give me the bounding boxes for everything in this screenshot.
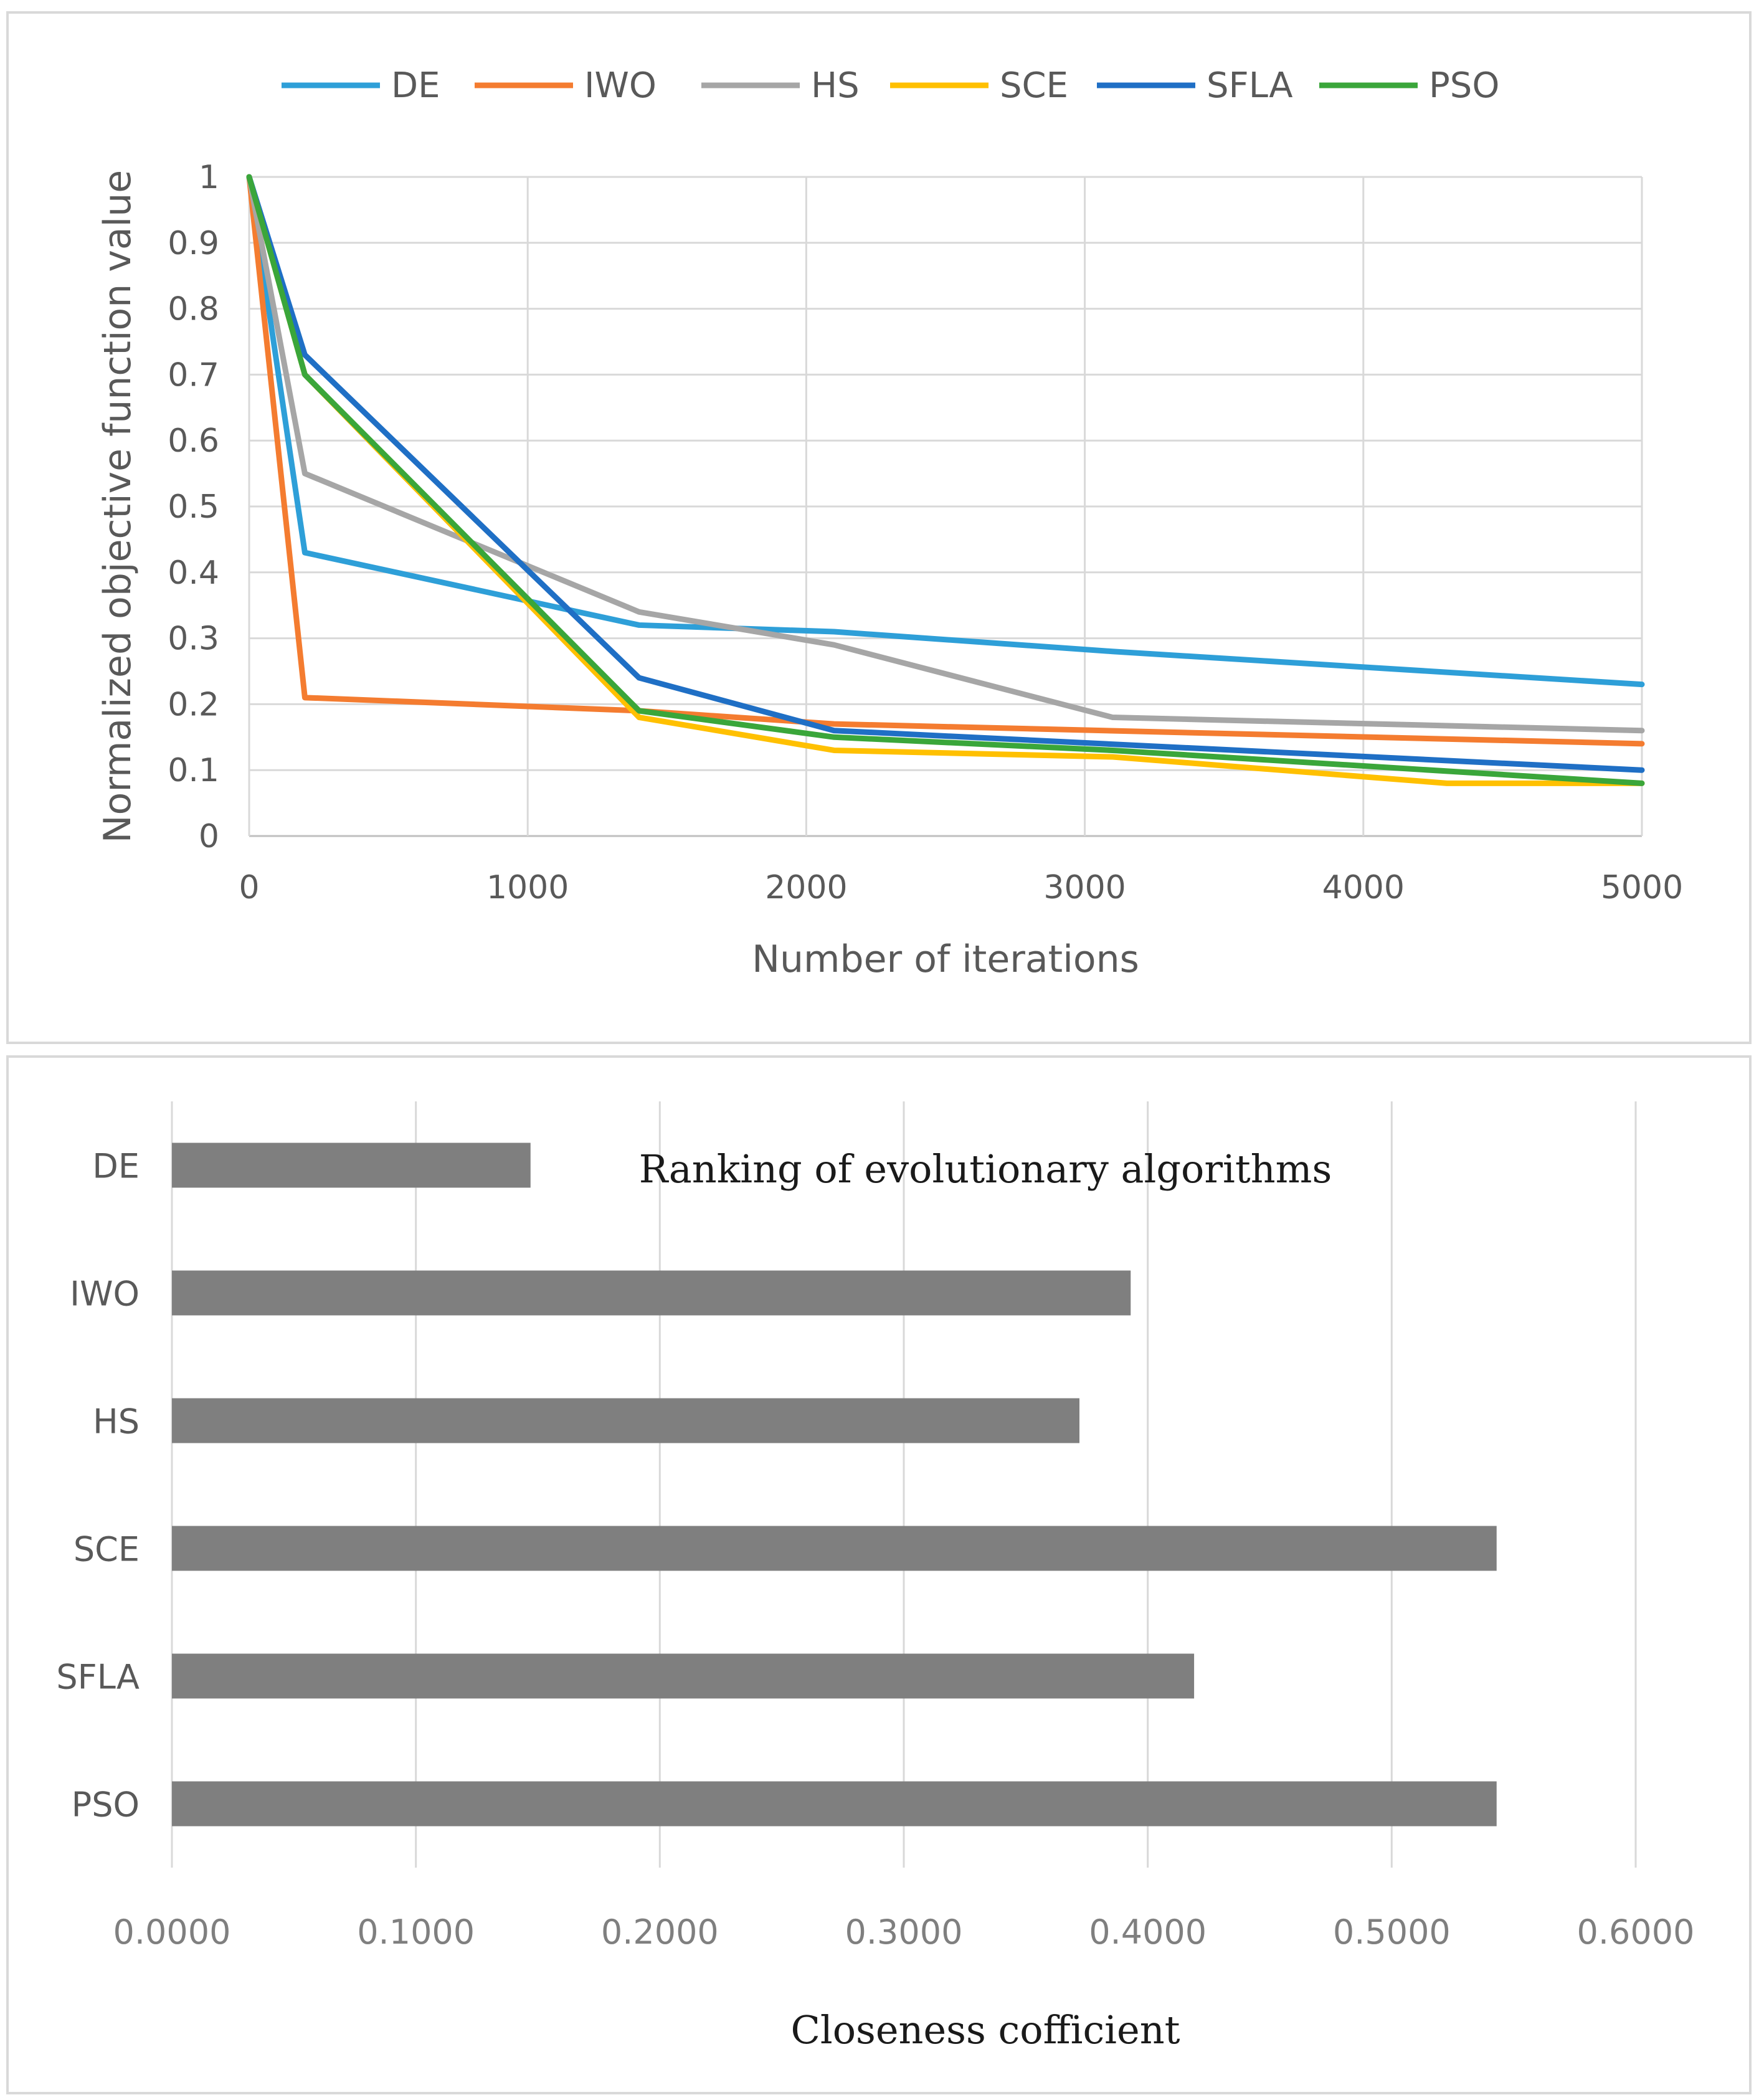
legend-label-sce: SCE (1000, 65, 1068, 106)
legend-label-pso: PSO (1429, 65, 1499, 106)
bar-pso (172, 1781, 1497, 1827)
x-tick-label: 0.2000 (601, 1912, 719, 1952)
y-tick-label: 0.8 (168, 291, 219, 328)
line-chart-panel: 0 0.1 0.2 0.3 0.4 0.5 0.6 0.7 0.8 0.9 1 0 1000 2000 30… (6, 11, 1752, 1044)
series-line-pso (246, 174, 1645, 786)
y-tick-label: 0.6 (168, 422, 219, 460)
x-tick-label: 5000 (1601, 869, 1683, 906)
category-label-pso: PSO (72, 1785, 140, 1825)
legend-label-de: DE (391, 65, 440, 106)
category-label-sfla: SFLA (56, 1658, 140, 1697)
bar-de (172, 1143, 531, 1188)
x-tick-label: 0.4000 (1089, 1912, 1207, 1952)
x-tick-label: 1000 (486, 869, 569, 906)
category-label-de: DE (92, 1147, 140, 1186)
bar-iwo (172, 1270, 1131, 1316)
y-tick-label: 0.5 (168, 488, 219, 526)
x-tick-label: 0 (239, 869, 259, 906)
legend-label-hs: HS (811, 65, 860, 106)
x-tick-label: 4000 (1322, 869, 1405, 906)
y-tick-label: 0.7 (168, 356, 219, 394)
x-axis-title: Closeness cofficient (790, 2007, 1180, 2053)
y-tick-label: 0.9 (168, 225, 219, 262)
y-tick-label: 1 (199, 159, 219, 196)
bar-chart-panel: 0.0000 0.1000 0.2000 0.3000 0.4000 0.5000 0.60… (6, 1055, 1752, 2094)
bar-chart: 0.0000 0.1000 0.2000 0.3000 0.4000 0.5000 0.60… (56, 1101, 1695, 2053)
y-tick-label: 0.1 (168, 752, 219, 789)
y-tick-label: 0 (199, 818, 219, 855)
x-tick-label: 0.0000 (113, 1912, 231, 1952)
category-label-sce: SCE (73, 1530, 140, 1569)
x-tick-label: 0.1000 (357, 1912, 475, 1952)
category-label-hs: HS (93, 1402, 140, 1442)
bar-hs (172, 1398, 1079, 1443)
category-label-iwo: IWO (70, 1275, 140, 1314)
series-line-sce (246, 174, 1645, 786)
y-tick-label: 0.2 (168, 686, 219, 723)
y-tick-label: 0.4 (168, 554, 219, 592)
series-line-hs (246, 174, 1645, 734)
y-axis-title: Normalized objective function value (96, 170, 140, 843)
legend-label-iwo: IWO (584, 65, 657, 106)
x-tick-label: 0.3000 (845, 1912, 963, 1952)
y-tick-label: 0.3 (168, 620, 219, 658)
x-tick-label: 0.5000 (1333, 1912, 1451, 1952)
x-tick-label: 0.6000 (1577, 1912, 1695, 1952)
series-line-sfla (246, 174, 1645, 773)
x-tick-label: 3000 (1043, 869, 1126, 906)
x-tick-label: 2000 (765, 869, 847, 906)
bar-sce (172, 1526, 1497, 1571)
series-line-iwo (246, 174, 1645, 747)
x-axis-title: Number of iterations (752, 938, 1139, 981)
line-chart: 0 0.1 0.2 0.3 0.4 0.5 0.6 0.7 0.8 0.9 1 0 1000 2000 30… (96, 65, 1683, 981)
bar-sfla (172, 1653, 1195, 1699)
legend-label-sfla: SFLA (1207, 65, 1293, 106)
series-line-de (246, 174, 1645, 688)
chart-title: Ranking of evolutionary algorithms (639, 1146, 1332, 1192)
